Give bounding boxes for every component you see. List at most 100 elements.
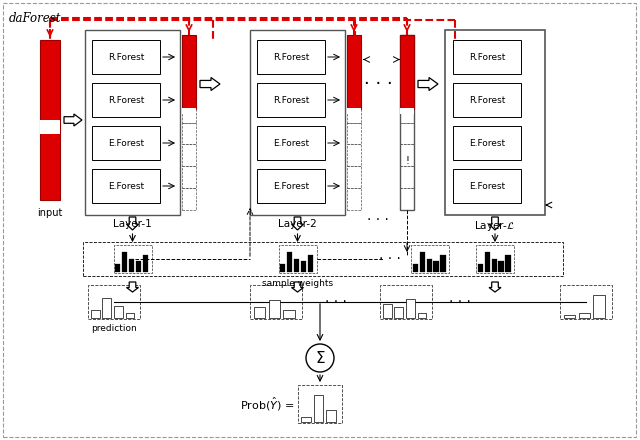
Bar: [426, 259, 432, 272]
Bar: [114, 306, 123, 318]
Bar: [301, 418, 310, 422]
Bar: [380, 285, 432, 319]
Bar: [250, 30, 345, 215]
Polygon shape: [127, 282, 138, 292]
Bar: [347, 108, 361, 114]
Text: input: input: [37, 208, 63, 218]
Text: E.Forest: E.Forest: [469, 181, 505, 191]
Bar: [92, 40, 160, 74]
Bar: [182, 144, 196, 166]
Bar: [593, 295, 605, 318]
Polygon shape: [64, 114, 82, 126]
Bar: [440, 255, 445, 272]
Text: daForest: daForest: [9, 12, 61, 25]
Bar: [40, 40, 60, 200]
Bar: [400, 144, 414, 166]
Bar: [287, 252, 292, 272]
Bar: [182, 79, 196, 101]
Text: E.Forest: E.Forest: [273, 181, 309, 191]
Bar: [102, 297, 111, 318]
Text: sample weights: sample weights: [262, 279, 333, 288]
Bar: [347, 79, 361, 101]
Text: E.Forest: E.Forest: [108, 181, 144, 191]
Bar: [499, 261, 504, 272]
Bar: [347, 144, 361, 166]
Bar: [400, 79, 414, 101]
Bar: [269, 301, 280, 318]
Bar: [579, 312, 589, 318]
Bar: [400, 101, 414, 122]
Bar: [314, 395, 323, 422]
Bar: [453, 40, 521, 74]
Bar: [383, 304, 392, 318]
Bar: [453, 83, 521, 117]
Bar: [182, 35, 196, 57]
Bar: [115, 264, 120, 272]
Bar: [347, 101, 361, 122]
Bar: [400, 35, 414, 57]
Bar: [257, 169, 325, 203]
Bar: [278, 245, 317, 273]
Bar: [411, 245, 449, 273]
Bar: [91, 310, 100, 318]
Polygon shape: [291, 282, 303, 292]
Bar: [560, 285, 612, 319]
Text: Layer-1: Layer-1: [113, 219, 152, 229]
Bar: [326, 410, 336, 422]
Bar: [298, 385, 342, 423]
Bar: [445, 30, 545, 215]
Bar: [347, 188, 361, 210]
Bar: [182, 166, 196, 188]
Polygon shape: [127, 217, 138, 230]
Bar: [113, 245, 152, 273]
Bar: [280, 264, 285, 272]
Bar: [400, 35, 414, 109]
Bar: [129, 259, 134, 272]
Bar: [257, 126, 325, 160]
Bar: [301, 261, 306, 272]
Text: R.Forest: R.Forest: [273, 95, 309, 105]
Text: R.Forest: R.Forest: [108, 95, 144, 105]
Bar: [250, 285, 302, 319]
Circle shape: [306, 344, 334, 372]
Bar: [400, 35, 414, 210]
Bar: [420, 252, 425, 272]
Bar: [394, 307, 403, 318]
Bar: [413, 264, 418, 272]
Bar: [417, 312, 426, 318]
Polygon shape: [489, 217, 501, 230]
Text: · · ·: · · ·: [379, 252, 401, 266]
Bar: [92, 169, 160, 203]
Bar: [347, 166, 361, 188]
Bar: [347, 35, 361, 109]
Text: R.Forest: R.Forest: [469, 52, 505, 62]
Bar: [406, 299, 415, 318]
Bar: [182, 188, 196, 210]
Bar: [453, 169, 521, 203]
Bar: [347, 122, 361, 144]
Bar: [400, 57, 414, 79]
Bar: [506, 255, 511, 272]
Bar: [400, 188, 414, 210]
Bar: [122, 252, 127, 272]
Bar: [257, 83, 325, 117]
Polygon shape: [418, 77, 438, 91]
Text: R.Forest: R.Forest: [273, 52, 309, 62]
Bar: [257, 40, 325, 74]
Bar: [253, 307, 265, 318]
Text: $\Sigma$: $\Sigma$: [315, 350, 325, 366]
Polygon shape: [200, 77, 220, 91]
Bar: [477, 264, 483, 272]
Bar: [83, 242, 563, 276]
Bar: [400, 122, 414, 144]
Bar: [182, 108, 196, 114]
Bar: [182, 101, 196, 122]
Bar: [88, 285, 140, 319]
Bar: [143, 255, 148, 272]
Bar: [492, 259, 497, 272]
Text: · · ·: · · ·: [449, 295, 471, 309]
Text: R.Forest: R.Forest: [469, 95, 505, 105]
Text: · · ·: · · ·: [367, 213, 389, 227]
Bar: [433, 261, 438, 272]
Bar: [347, 57, 361, 79]
